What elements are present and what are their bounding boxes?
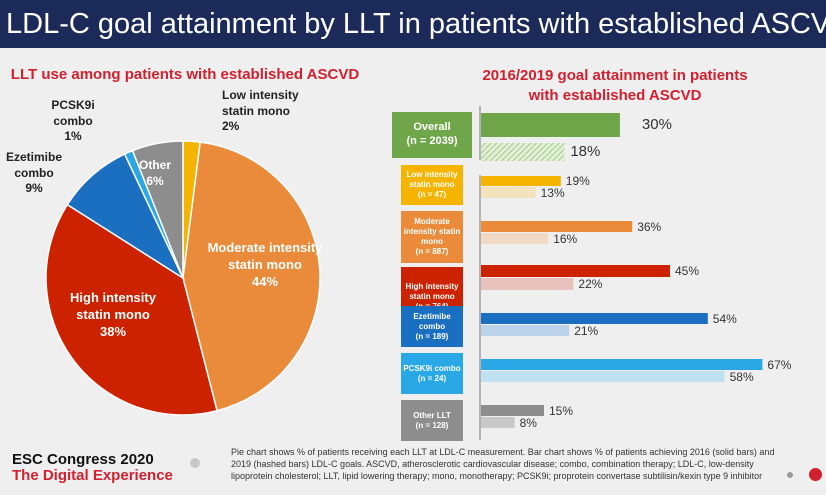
- bar-2016: [481, 313, 708, 324]
- pie-label: Low intensity statin mono 2%: [222, 88, 312, 135]
- nav-dot[interactable]: [190, 458, 200, 468]
- pie-label: Ezetimibe combo 9%: [4, 150, 64, 197]
- bar-value-label: 54%: [712, 311, 737, 326]
- slide-title: LDL-C goal attainment by LLT in patients…: [0, 0, 826, 48]
- pie-label-value: 38%: [99, 323, 127, 339]
- bar-value-label: 16%: [553, 231, 578, 246]
- category-box: PCSK9i combo (n = 24): [401, 353, 463, 394]
- footnote: Pie chart shows % of patients receiving …: [231, 447, 775, 482]
- category-n: (n = 128): [415, 420, 449, 430]
- pie-label-name: High intensity statin mono: [70, 290, 156, 322]
- pie-label: Moderate intensity statin mono 44%: [200, 240, 330, 291]
- pie-label-name: Moderate intensity statin mono: [207, 240, 323, 272]
- bar-value-label: 58%: [729, 369, 754, 384]
- bar-2019: [481, 417, 515, 428]
- bar-value-label: 45%: [675, 264, 700, 278]
- category-label: Low intensity statin mono: [406, 170, 458, 189]
- bar-value-label: 13%: [540, 185, 565, 200]
- bar-2016: [481, 359, 763, 370]
- bar-value-label: 21%: [574, 323, 599, 338]
- bar-2019: [481, 371, 725, 382]
- pie-label-value: 44%: [251, 273, 279, 289]
- category-box: Moderate intensity statin mono (n = 887): [401, 211, 463, 263]
- bar-2016: [481, 176, 561, 186]
- pie-label-name: Other: [138, 158, 171, 172]
- bar-value-label: 18%: [570, 143, 601, 160]
- pie-slice: [182, 141, 321, 412]
- bar-2019: [481, 325, 570, 336]
- bar-2016: [481, 221, 633, 232]
- pie-label: PCSK9i combo 1%: [38, 98, 108, 145]
- category-label: PCSK9i combo: [403, 363, 461, 373]
- category-label: High intensity statin mono: [405, 281, 459, 301]
- pie-label-value: 6%: [146, 173, 164, 188]
- bar-2016: [481, 265, 670, 277]
- pie-slice: [131, 140, 184, 279]
- category-label: Other LLT: [413, 410, 451, 420]
- bar-value-label: 30%: [641, 116, 672, 133]
- bar-2019: [481, 143, 565, 161]
- pie-slice: [45, 203, 218, 416]
- congress-name: ESC Congress 2020: [12, 451, 154, 468]
- bar-value-label: 8%: [519, 415, 537, 430]
- category-label: Overall: [413, 121, 451, 134]
- category-box: Other LLT (n = 128): [401, 400, 463, 441]
- bar-value-label: 22%: [578, 277, 603, 291]
- category-n: (n = 189): [415, 331, 449, 341]
- category-label: Moderate intensity statin mono: [403, 217, 461, 246]
- category-n: (n = 24): [417, 373, 447, 383]
- bar-value-label: 67%: [767, 357, 792, 372]
- category-n: (n = 47): [417, 190, 447, 199]
- category-box: Overall (n = 2039): [392, 112, 472, 158]
- pie-label: High intensity statin mono 38%: [58, 290, 168, 341]
- pie-label: Other 6%: [135, 158, 175, 189]
- bar-2016: [481, 405, 544, 416]
- nav-dot[interactable]: [787, 472, 793, 478]
- pie-label-name: PCSK9i combo: [51, 98, 95, 128]
- pie-title: LLT use among patients with established …: [10, 66, 360, 83]
- bar-title: 2016/2019 goal attainment in patients wi…: [482, 67, 748, 104]
- bar-2019: [481, 233, 549, 244]
- pie-label-value: 9%: [25, 181, 43, 196]
- category-box: Ezetimibe combo (n = 189): [401, 306, 463, 347]
- pie-label-name: Ezetimibe combo: [5, 150, 62, 180]
- category-label: Ezetimibe combo: [413, 311, 451, 331]
- bar-2019: [481, 187, 536, 198]
- category-box: Low intensity statin mono (n = 47): [401, 165, 463, 205]
- bar-2016: [481, 113, 620, 137]
- category-n: (n = 2039): [406, 135, 458, 147]
- category-n: (n = 887): [415, 247, 449, 256]
- pie-label-value: 2%: [222, 119, 240, 134]
- bar-value-label: 19%: [565, 174, 590, 188]
- congress-subtitle: The Digital Experience: [12, 467, 173, 484]
- pie-label-name: Low intensity statin mono: [222, 88, 299, 118]
- bar-value-label: 36%: [637, 219, 662, 234]
- pie-label-value: 1%: [64, 129, 82, 144]
- bar-value-label: 15%: [549, 403, 574, 418]
- bar-2019: [481, 278, 574, 290]
- nav-dot-active[interactable]: [809, 468, 822, 481]
